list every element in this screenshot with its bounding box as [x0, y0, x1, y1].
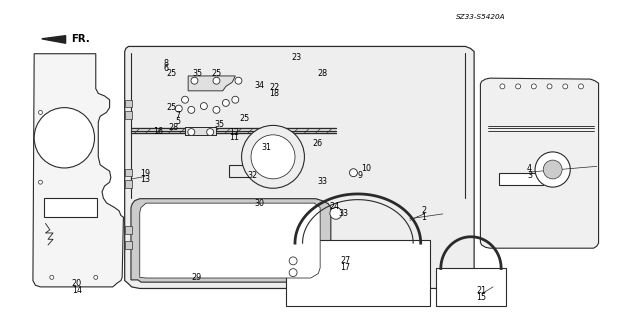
- Circle shape: [94, 276, 98, 279]
- Text: 14: 14: [72, 285, 82, 295]
- Text: 16: 16: [153, 127, 164, 136]
- Bar: [125, 226, 133, 234]
- Text: 33: 33: [339, 209, 349, 218]
- Text: 35: 35: [193, 69, 203, 78]
- Polygon shape: [436, 268, 505, 306]
- Bar: [125, 100, 133, 107]
- Text: 10: 10: [361, 164, 371, 173]
- Circle shape: [232, 96, 239, 103]
- Circle shape: [213, 107, 220, 113]
- Circle shape: [330, 207, 342, 219]
- Circle shape: [223, 100, 230, 106]
- Text: 8: 8: [164, 59, 169, 68]
- Circle shape: [578, 84, 583, 89]
- Circle shape: [181, 96, 188, 103]
- Bar: [125, 169, 133, 177]
- Text: 26: 26: [312, 139, 322, 148]
- Circle shape: [188, 107, 195, 113]
- Bar: [125, 111, 133, 119]
- Text: 27: 27: [340, 256, 351, 265]
- Text: 35: 35: [214, 120, 224, 129]
- Polygon shape: [185, 127, 216, 135]
- Text: FR.: FR.: [70, 34, 89, 44]
- Circle shape: [235, 77, 242, 84]
- Circle shape: [500, 84, 505, 89]
- Text: 2: 2: [421, 206, 427, 215]
- Text: 3: 3: [527, 171, 532, 180]
- Circle shape: [563, 84, 567, 89]
- Text: 30: 30: [254, 199, 264, 208]
- Text: 11: 11: [229, 133, 239, 142]
- Text: SZ33-S5420A: SZ33-S5420A: [456, 14, 505, 20]
- Bar: [499, 173, 543, 185]
- Text: 22: 22: [269, 83, 280, 92]
- Circle shape: [50, 276, 54, 279]
- Circle shape: [251, 135, 295, 179]
- Text: 7: 7: [175, 111, 180, 120]
- Text: 23: 23: [292, 53, 302, 62]
- Text: 17: 17: [340, 263, 351, 272]
- Polygon shape: [125, 46, 474, 288]
- Polygon shape: [481, 78, 598, 248]
- Circle shape: [289, 257, 297, 265]
- Text: 21: 21: [477, 286, 487, 295]
- Circle shape: [515, 84, 521, 89]
- Circle shape: [531, 84, 536, 89]
- Circle shape: [39, 180, 42, 184]
- Polygon shape: [33, 54, 124, 287]
- Text: 4: 4: [527, 164, 532, 173]
- Polygon shape: [285, 240, 430, 306]
- Polygon shape: [42, 36, 65, 43]
- Text: 15: 15: [477, 292, 487, 301]
- Text: 32: 32: [248, 171, 258, 180]
- Polygon shape: [188, 76, 235, 91]
- Text: 34: 34: [254, 81, 264, 90]
- Bar: [44, 198, 97, 217]
- Circle shape: [349, 169, 358, 177]
- Polygon shape: [131, 199, 331, 282]
- Text: 25: 25: [240, 114, 250, 123]
- Polygon shape: [139, 203, 320, 278]
- Text: 9: 9: [357, 171, 362, 180]
- Circle shape: [191, 77, 198, 84]
- Circle shape: [289, 269, 297, 276]
- Text: 12: 12: [229, 128, 239, 137]
- Text: 20: 20: [72, 279, 82, 288]
- Text: 28: 28: [169, 123, 179, 132]
- Circle shape: [207, 129, 214, 136]
- Circle shape: [535, 152, 571, 187]
- Text: 6: 6: [164, 64, 169, 73]
- Text: 25: 25: [166, 69, 176, 78]
- Text: 33: 33: [317, 177, 327, 186]
- Circle shape: [200, 103, 207, 109]
- Text: 19: 19: [139, 169, 150, 178]
- Bar: [125, 241, 133, 249]
- Bar: [125, 180, 133, 188]
- Text: 25: 25: [211, 69, 221, 78]
- Text: 18: 18: [269, 89, 279, 98]
- Text: 5: 5: [175, 117, 180, 126]
- Text: 29: 29: [191, 273, 202, 282]
- Circle shape: [213, 77, 220, 84]
- Bar: [229, 165, 264, 178]
- Text: 13: 13: [139, 175, 150, 184]
- Text: 31: 31: [262, 143, 272, 152]
- Circle shape: [34, 108, 94, 168]
- Circle shape: [242, 125, 304, 188]
- Circle shape: [188, 129, 195, 136]
- Text: 1: 1: [422, 212, 426, 222]
- Text: 25: 25: [166, 103, 176, 112]
- Circle shape: [39, 110, 42, 114]
- Circle shape: [547, 84, 552, 89]
- Text: 24: 24: [330, 203, 340, 212]
- Circle shape: [543, 160, 562, 179]
- Circle shape: [175, 105, 182, 112]
- Text: 28: 28: [317, 69, 327, 78]
